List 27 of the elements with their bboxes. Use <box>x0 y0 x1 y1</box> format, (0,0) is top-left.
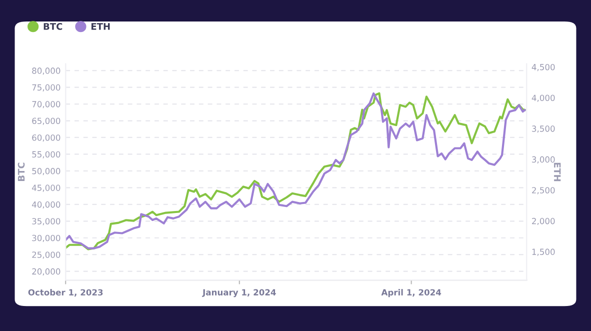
y-tick-label: 25,000 <box>32 252 60 259</box>
y-tick-label: 80,000 <box>32 68 60 75</box>
y-tick-label: 60,000 <box>32 134 60 142</box>
y-tick-label: 55,000 <box>32 151 60 158</box>
x-tick-label: January 1, 2024 <box>202 289 276 298</box>
y-tick-label: 50,000 <box>32 168 60 176</box>
x-tick-label: October 1, 2023 <box>28 289 103 297</box>
legend-label: BTC <box>44 23 62 30</box>
y-tick-label: 20,000 <box>32 268 60 276</box>
y2-tick-label: 4,500 <box>532 64 555 72</box>
y2-tick-label: 3,500 <box>532 126 555 133</box>
y2-tick-label: 1,500 <box>532 248 555 256</box>
y-tick-label: 45,000 <box>32 184 60 192</box>
y-axis-title: BTC <box>18 162 25 181</box>
y2-tick-label: 4,000 <box>532 94 555 102</box>
y-tick-label: 40,000 <box>32 201 60 209</box>
y2-tick-label: 3,000 <box>532 156 555 164</box>
y-tick-label: 65,000 <box>32 118 60 125</box>
y-tick-label: 70,000 <box>32 101 60 108</box>
y2-tick-label: 2,500 <box>532 187 555 194</box>
legend-label: ETH <box>91 23 110 30</box>
y-tick-label: 75,000 <box>32 84 60 92</box>
y2-tick-label: 2,000 <box>532 218 555 226</box>
y-tick-label: 35,000 <box>32 218 60 226</box>
y2-axis-title: ETH <box>554 162 561 182</box>
x-tick-label: April 1, 2024 <box>381 289 442 298</box>
y-tick-label: 30,000 <box>32 234 60 242</box>
